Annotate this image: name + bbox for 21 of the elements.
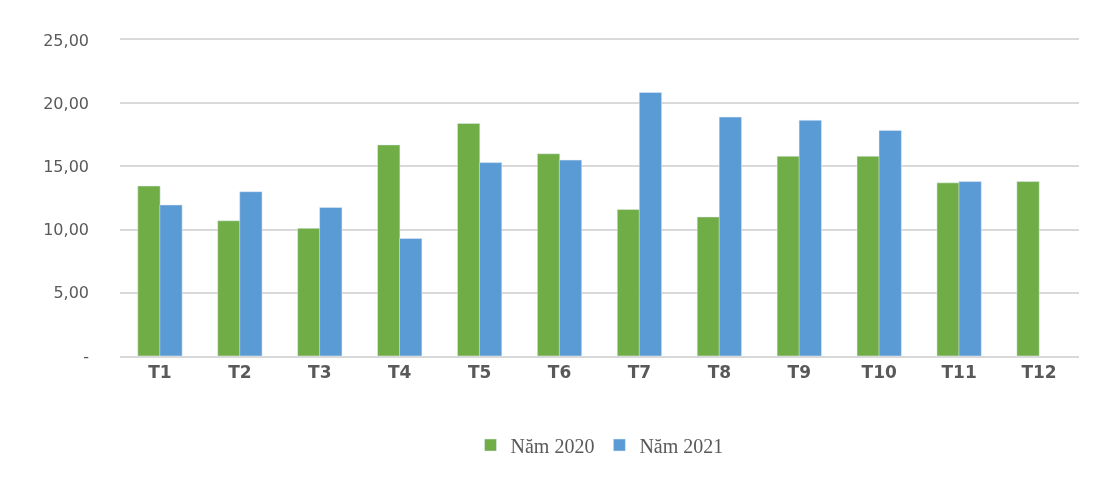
- x-tick-label: T10: [861, 362, 897, 383]
- x-tick-label: T7: [627, 362, 652, 383]
- y-tick-label: 10,00: [43, 220, 89, 240]
- x-tick-label: T6: [547, 362, 572, 383]
- y-tick-label: 20,00: [43, 93, 89, 113]
- y-tick-label: 15,00: [43, 157, 89, 176]
- bar: [1016, 181, 1040, 356]
- x-tick-label: T1: [148, 362, 172, 383]
- x-tick-label: T4: [387, 362, 412, 383]
- x-tick-label: T3: [308, 362, 332, 383]
- x-tick-label: T12: [1021, 362, 1057, 383]
- y-tick-label: 5,00: [53, 283, 89, 303]
- x-tick-label: T5: [467, 362, 492, 383]
- x-tick-label: T11: [941, 362, 977, 383]
- legend-label: Năm 2021: [639, 434, 724, 457]
- x-tick-label: T8: [707, 362, 732, 383]
- x-tick-label: T9: [787, 362, 812, 383]
- x-tick-label: T2: [228, 362, 252, 383]
- y-tick-label: 25,00: [43, 30, 89, 50]
- legend-label: Năm 2020: [510, 434, 595, 457]
- y-tick-label: -: [83, 346, 89, 366]
